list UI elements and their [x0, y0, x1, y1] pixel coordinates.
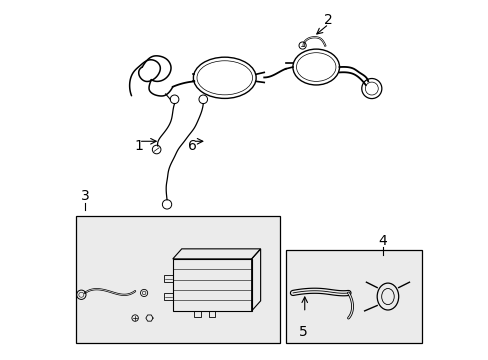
- Bar: [76, 216, 280, 343]
- Bar: [194, 311, 201, 318]
- Bar: [163, 275, 172, 282]
- Text: 4: 4: [377, 234, 386, 248]
- Text: 1: 1: [134, 139, 143, 153]
- Bar: [285, 250, 421, 343]
- Text: 6: 6: [188, 139, 197, 153]
- Bar: [208, 311, 215, 318]
- Bar: [163, 293, 172, 300]
- Bar: [172, 259, 251, 311]
- Text: 5: 5: [299, 325, 307, 339]
- Text: 2: 2: [324, 13, 332, 27]
- Text: 3: 3: [81, 189, 89, 203]
